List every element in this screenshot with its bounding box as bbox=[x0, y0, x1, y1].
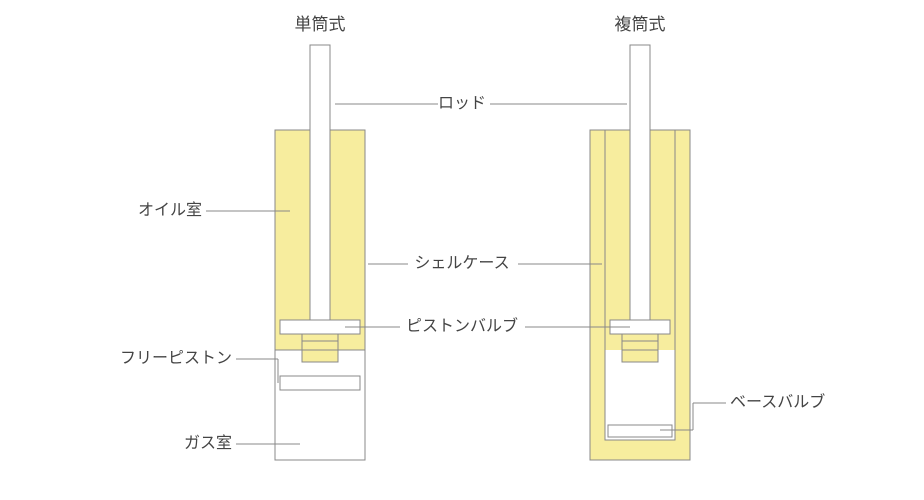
mono-rod bbox=[310, 45, 330, 320]
mono-tube-diagram bbox=[275, 45, 365, 460]
label-text-piston_valve: ピストンバルブ bbox=[406, 316, 518, 335]
label-shell: シェルケース bbox=[368, 254, 602, 272]
label-text-free_piston: フリーピストン bbox=[120, 350, 232, 367]
twin-tube-diagram bbox=[590, 45, 690, 460]
label-oil: オイル室 bbox=[138, 201, 290, 219]
label-text-rod: ロッド bbox=[438, 95, 486, 112]
mono-title: 単筒式 bbox=[295, 15, 346, 34]
mono-free-piston bbox=[280, 376, 360, 390]
label-text-shell: シェルケース bbox=[414, 254, 509, 272]
label-piston_valve: ピストンバルブ bbox=[345, 316, 630, 335]
label-text-oil: オイル室 bbox=[138, 201, 202, 219]
twin-base-valve bbox=[608, 425, 672, 437]
label-text-gas: ガス室 bbox=[184, 434, 232, 452]
label-free_piston: フリーピストン bbox=[120, 350, 278, 383]
label-rod: ロッド bbox=[335, 95, 627, 112]
twin-title: 複筒式 bbox=[615, 15, 666, 34]
label-text-base_valve: ベースバルブ bbox=[730, 392, 825, 411]
twin-rod bbox=[630, 45, 650, 320]
